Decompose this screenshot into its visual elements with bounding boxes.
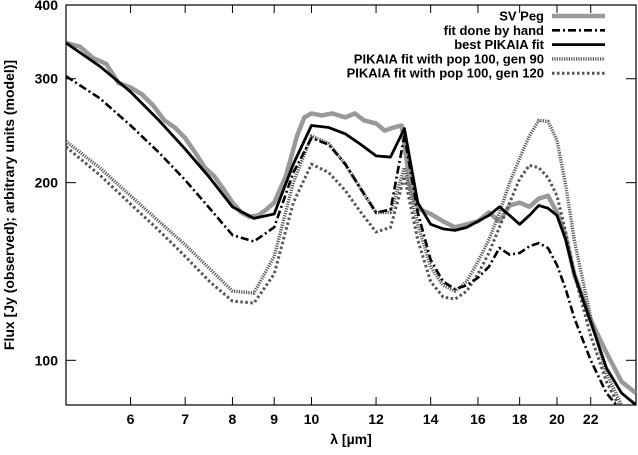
series-line: [66, 145, 621, 405]
y-tick-label: 400: [35, 0, 59, 13]
legend-label: PIKAIA fit with pop 100, gen 90: [354, 51, 544, 66]
x-tick-label: 6: [127, 411, 135, 427]
legend-label: PIKAIA fit with pop 100, gen 120: [347, 66, 544, 81]
x-tick-label: 22: [583, 411, 599, 427]
x-tick-label: 16: [470, 411, 486, 427]
x-axis-title: λ [µm]: [330, 431, 372, 447]
y-tick-label: 100: [35, 352, 59, 368]
legend-label: fit done by hand: [444, 23, 544, 38]
series-line: [66, 40, 636, 395]
plot-frame: [65, 4, 637, 406]
series-line: [66, 41, 636, 405]
series-line: [66, 75, 619, 405]
x-tick-label: 8: [229, 411, 237, 427]
x-tick-label: 10: [304, 411, 320, 427]
legend-label: SV Peg: [499, 9, 544, 24]
x-tick-label: 14: [423, 411, 439, 427]
x-tick-label: 18: [512, 411, 528, 427]
x-tick-label: 9: [270, 411, 278, 427]
y-tick-label: 200: [35, 175, 59, 191]
series-line: [66, 118, 625, 405]
x-tick-label: 12: [368, 411, 384, 427]
axis-ticks: 6 7 8 9 10 12 14 16 18 20 22 100 200 300 400: [35, 0, 636, 427]
x-tick-label: 20: [549, 411, 565, 427]
y-tick-label: 300: [35, 71, 59, 87]
series-lines: [66, 40, 636, 405]
y-axis-title: Flux [Jy (observed); arbitrary units (mo…: [1, 60, 17, 350]
legend-label: best PIKAIA fit: [454, 37, 544, 52]
x-tick-label: 7: [181, 411, 189, 427]
